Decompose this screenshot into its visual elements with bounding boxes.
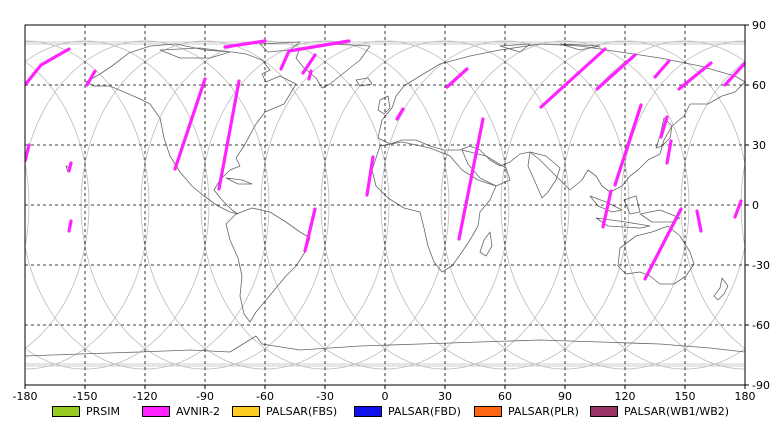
swath-avnir-2 bbox=[677, 61, 713, 91]
australia-outline bbox=[617, 225, 695, 285]
legend-swatch bbox=[52, 405, 80, 417]
swath-avnir-2 bbox=[601, 189, 613, 229]
legend-label: AVNIR-2 bbox=[176, 404, 220, 418]
x-tick-label: 120 bbox=[615, 390, 636, 400]
orbit-track bbox=[324, 40, 450, 370]
swath-avnir-2 bbox=[457, 117, 485, 241]
y-tick-label: 90 bbox=[752, 19, 766, 32]
legend-label: PALSAR(PLR) bbox=[508, 404, 579, 418]
swath-avnir-2 bbox=[665, 139, 673, 165]
swath-avnir-2 bbox=[659, 115, 669, 139]
orbit-track bbox=[204, 40, 330, 370]
greenland-outline bbox=[295, 43, 371, 89]
y-tick-label: 0 bbox=[752, 199, 759, 212]
legend-item: PALSAR(WB1/WB2) bbox=[590, 404, 729, 418]
swath-avnir-2 bbox=[25, 143, 31, 163]
x-tick-label: 30 bbox=[438, 390, 452, 400]
orbit-track bbox=[25, 61, 90, 349]
orbit-track bbox=[25, 41, 26, 369]
swath-avnir-2 bbox=[395, 107, 405, 121]
swath-avnir-2 bbox=[723, 61, 745, 87]
swath-avnir-2 bbox=[445, 67, 469, 89]
legend-item: PALSAR(FBS) bbox=[232, 404, 337, 418]
swath-avnir-2 bbox=[217, 79, 241, 191]
legend-item: PALSAR(FBD) bbox=[354, 404, 461, 418]
avnir-2-swaths bbox=[25, 39, 745, 281]
legend-swatch bbox=[354, 405, 382, 417]
swath-avnir-2 bbox=[223, 39, 267, 49]
north-america-outline bbox=[85, 43, 297, 215]
x-tick-label: -150 bbox=[73, 390, 98, 400]
y-tick-label: -60 bbox=[752, 319, 770, 332]
legend-label: PALSAR(FBD) bbox=[388, 404, 461, 418]
x-tick-label: -180 bbox=[13, 390, 38, 400]
axis-ticks: -180 -150 -120 -90 -60 -30 0 30 60 90 120 150 180 90 6… bbox=[13, 19, 770, 400]
swath-avnir-2 bbox=[173, 77, 207, 171]
legend-swatch bbox=[142, 405, 170, 417]
y-tick-label: 30 bbox=[752, 139, 766, 152]
swath-avnir-2 bbox=[539, 47, 607, 109]
x-tick-label: -30 bbox=[316, 390, 334, 400]
swath-avnir-2 bbox=[365, 155, 375, 197]
orbit-track bbox=[144, 40, 270, 370]
swath-avnir-2 bbox=[733, 199, 743, 219]
x-tick-label: 180 bbox=[735, 390, 756, 400]
swath-avnir-2 bbox=[595, 53, 637, 91]
legend-swatch bbox=[590, 405, 618, 417]
x-tick-label: 60 bbox=[498, 390, 512, 400]
legend-swatch bbox=[474, 405, 502, 417]
swath-avnir-2 bbox=[643, 207, 683, 281]
swath-avnir-2 bbox=[85, 69, 97, 87]
x-tick-label: 90 bbox=[558, 390, 572, 400]
new-zealand-outline bbox=[713, 277, 729, 301]
x-tick-label: -120 bbox=[133, 390, 158, 400]
legend-label: PALSAR(FBS) bbox=[266, 404, 338, 418]
swath-avnir-2 bbox=[613, 103, 643, 187]
legend-label: PRSIM bbox=[86, 404, 120, 418]
orbit-track bbox=[25, 40, 150, 370]
british-isles-outline bbox=[377, 95, 391, 115]
swath-avnir-2 bbox=[25, 47, 71, 87]
legend: PRSIM AVNIR-2 PALSAR(FBS) PALSAR(FBD) PALSAR… bbox=[0, 400, 770, 422]
swath-avnir-2 bbox=[307, 69, 313, 81]
legend-swatch bbox=[232, 405, 260, 417]
x-tick-label: -90 bbox=[196, 390, 214, 400]
orbit-track bbox=[444, 40, 570, 370]
swath-avnir-2 bbox=[279, 39, 351, 71]
x-tick-label: -60 bbox=[256, 390, 274, 400]
legend-item: PRSIM bbox=[52, 404, 120, 418]
iceland-outline bbox=[355, 77, 373, 87]
y-tick-label: -90 bbox=[752, 379, 770, 392]
swath-avnir-2 bbox=[695, 209, 703, 233]
y-tick-label: -30 bbox=[752, 259, 770, 272]
arabia-outline bbox=[461, 149, 511, 187]
antarctica-outline bbox=[25, 335, 745, 357]
swath-avnir-2 bbox=[67, 161, 73, 173]
orbit-track bbox=[84, 40, 210, 370]
orbit-track bbox=[264, 40, 390, 370]
swath-avnir-2 bbox=[67, 219, 73, 233]
gridlines bbox=[25, 25, 745, 385]
legend-label: PALSAR(WB1/WB2) bbox=[624, 404, 730, 418]
x-tick-label: 0 bbox=[382, 390, 389, 400]
orbit-track bbox=[504, 40, 630, 370]
orbit-track bbox=[25, 161, 30, 249]
swath-avnir-2 bbox=[301, 53, 317, 75]
coverage-map: -180 -150 -120 -90 -60 -30 0 30 60 90 120 150 180 90 6… bbox=[13, 19, 770, 400]
madagascar-outline bbox=[479, 231, 493, 257]
swath-avnir-2 bbox=[653, 59, 671, 79]
legend-item: PALSAR(PLR) bbox=[474, 404, 579, 418]
legend-item: AVNIR-2 bbox=[142, 404, 220, 418]
orbit-track bbox=[25, 40, 146, 370]
x-tick-label: 150 bbox=[675, 390, 696, 400]
india-outline bbox=[527, 151, 561, 199]
swath-avnir-2 bbox=[303, 207, 317, 253]
y-tick-label: 60 bbox=[752, 79, 766, 92]
orbit-track bbox=[384, 40, 510, 370]
caribbean-outline bbox=[225, 177, 253, 185]
indonesia-outline bbox=[589, 195, 681, 229]
eurasia-outline bbox=[377, 43, 745, 193]
south-america-outline bbox=[225, 207, 311, 323]
